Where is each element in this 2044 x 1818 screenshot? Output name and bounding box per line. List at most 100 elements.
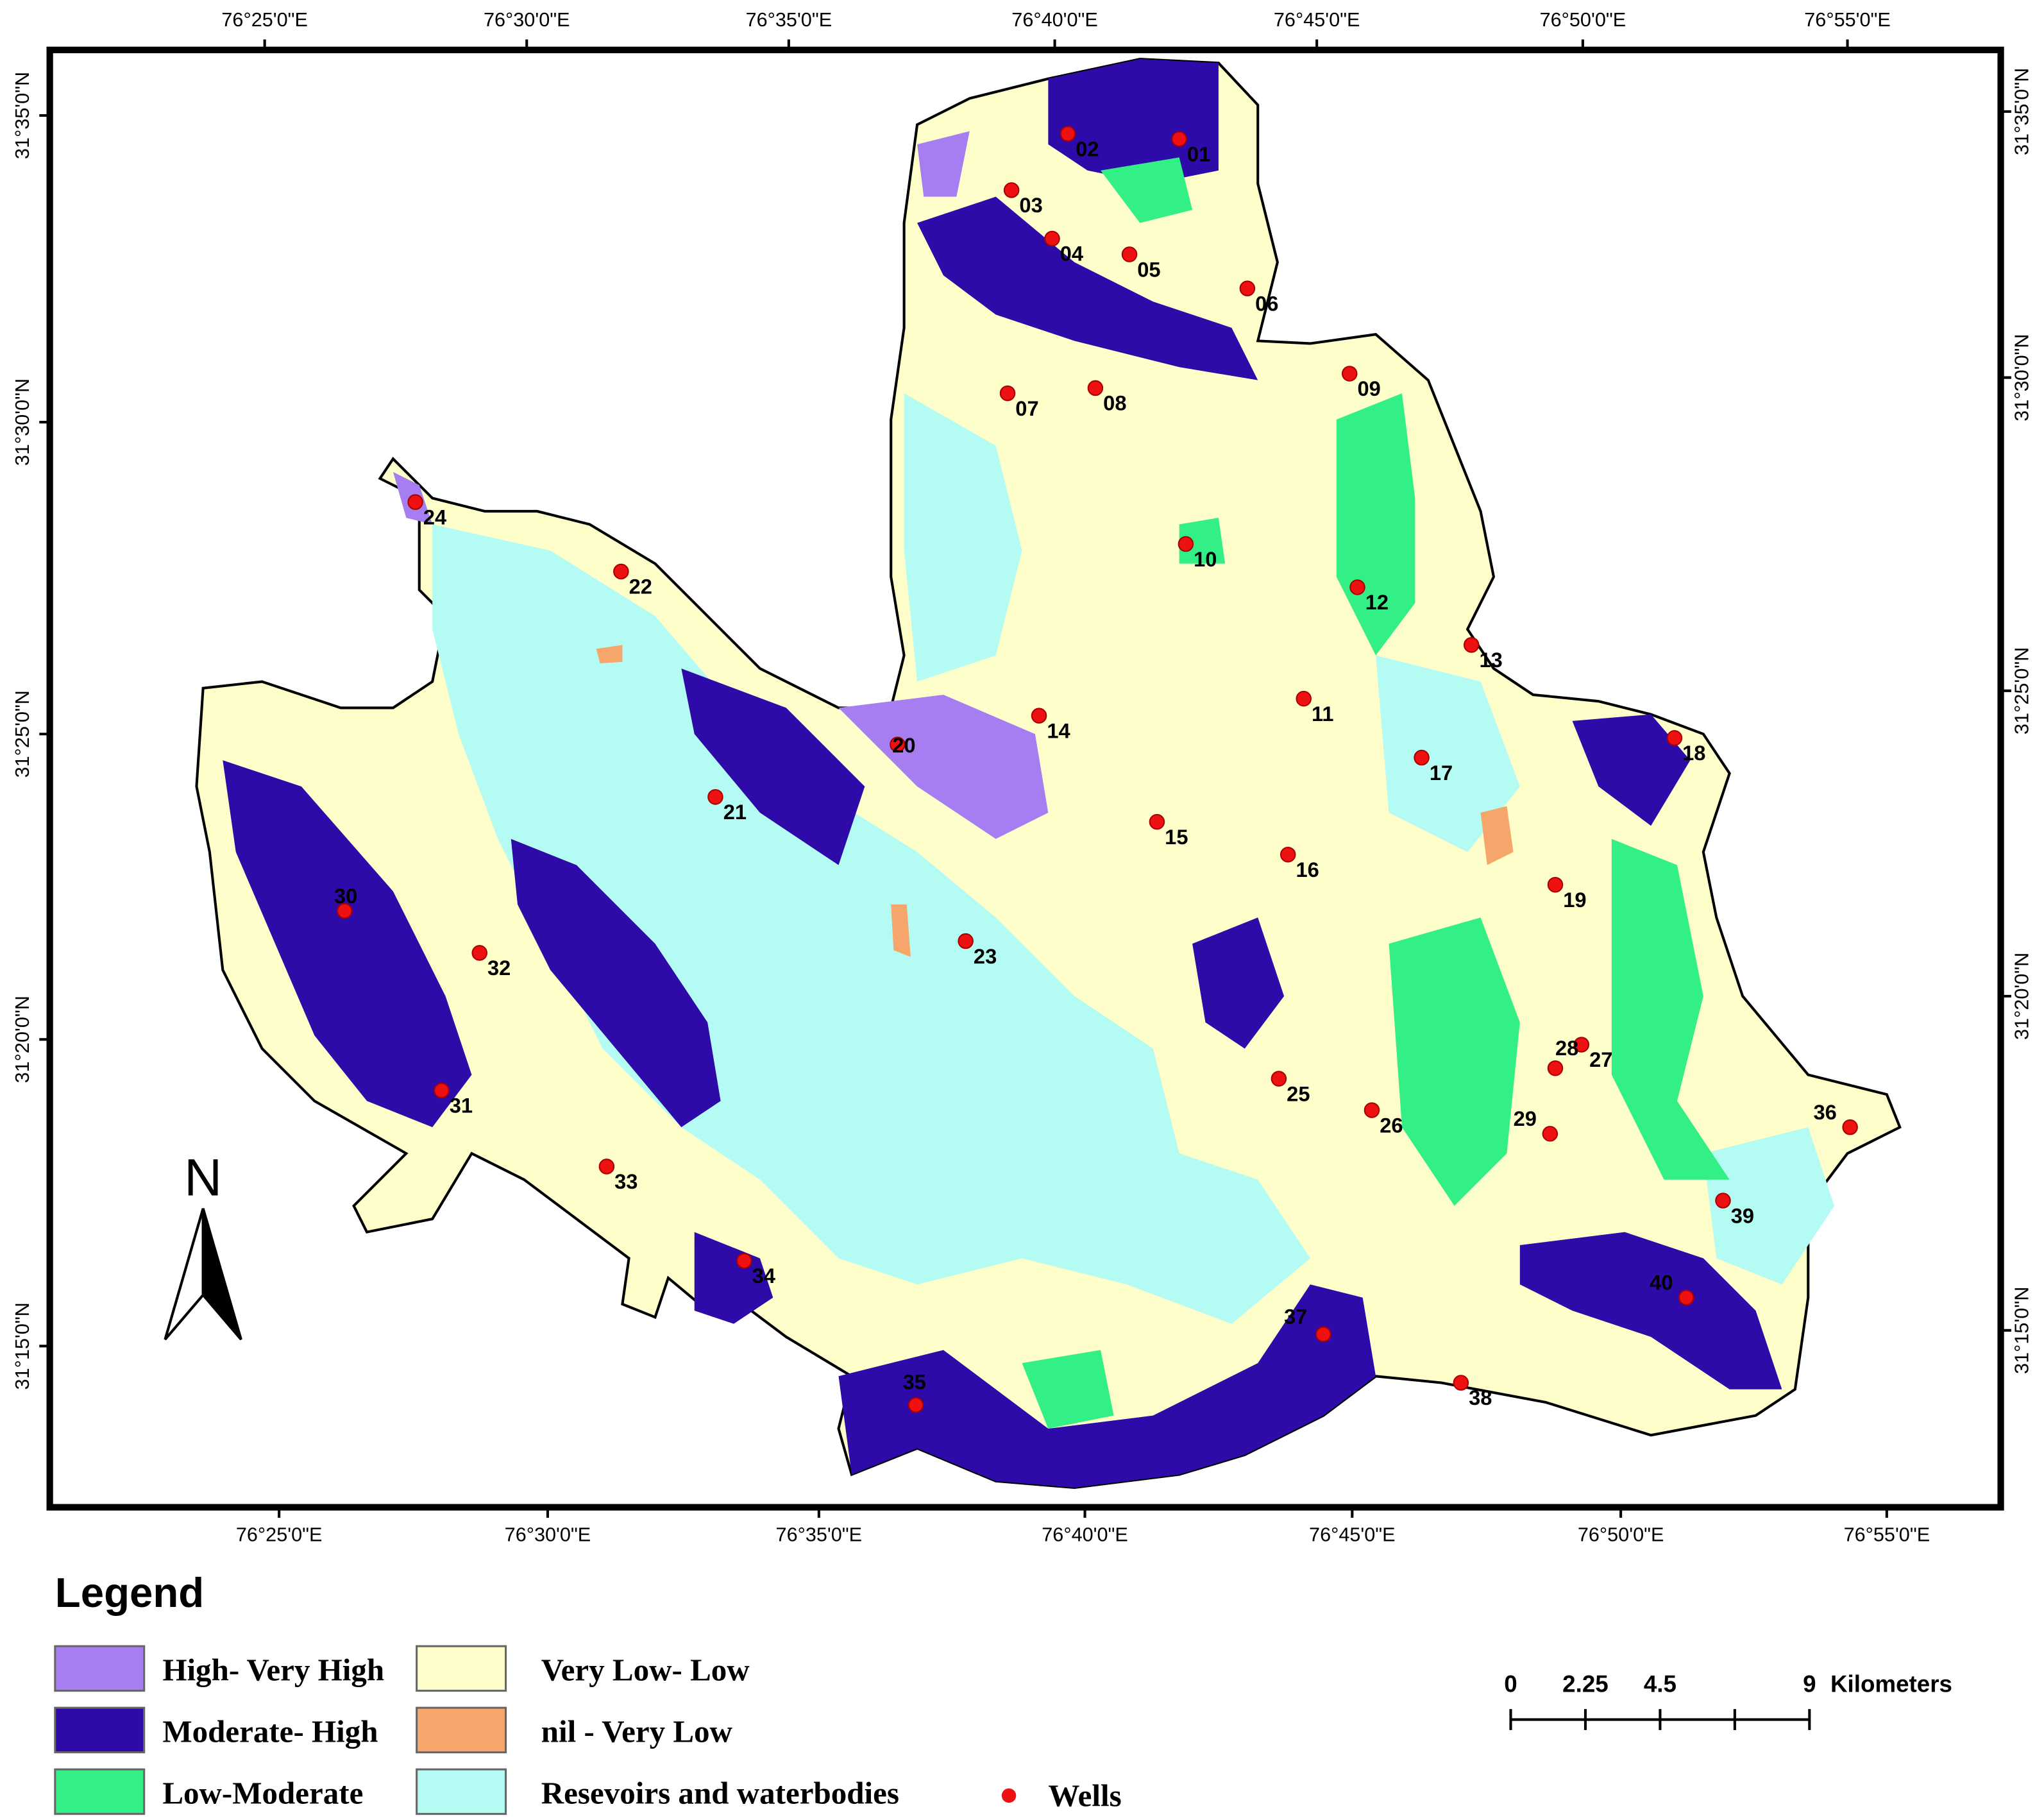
legend-swatch <box>416 1706 507 1754</box>
low-moderate-zone <box>1611 838 1730 1180</box>
well-label: 29 <box>1514 1107 1537 1130</box>
legend-label: nil - Very Low <box>541 1713 733 1749</box>
nil-very-low-zone <box>596 645 623 663</box>
well-label: 03 <box>1019 193 1042 217</box>
bottom-axis-label: 76°40'0"E <box>1042 1524 1128 1546</box>
waterbody-zone <box>904 393 1022 682</box>
well-marker <box>1547 876 1564 893</box>
well-marker <box>1453 1375 1469 1391</box>
well-marker <box>434 1082 450 1099</box>
legend-swatch <box>54 1706 146 1754</box>
well-marker <box>1573 1037 1590 1053</box>
scale-label: 9 <box>1803 1671 1816 1697</box>
legend-swatch <box>54 1768 146 1815</box>
left-axis-label: 31°30'0"N <box>12 378 33 466</box>
scale-label: 4.5 <box>1644 1671 1677 1697</box>
well-marker <box>908 1397 924 1413</box>
scale-label: 0 <box>1504 1671 1517 1697</box>
well-marker <box>1315 1326 1331 1343</box>
well-label: 10 <box>1194 547 1217 571</box>
waterbody-zone <box>1703 1127 1835 1285</box>
well-marker <box>407 494 423 510</box>
well-label: 19 <box>1563 888 1586 912</box>
well-marker <box>1678 1289 1694 1305</box>
well-marker <box>1271 1071 1287 1087</box>
legend-title: Legend <box>55 1569 204 1616</box>
legend: High- Very High Moderate- High Low-Moderat… <box>54 1645 1122 1815</box>
top-axis-label: 76°40'0"E <box>1011 9 1098 31</box>
graticule-labels: 76°25'0"E 76°30'0"E 76°35'0"E 76°40'0"E 76°4… <box>12 9 2033 1546</box>
bottom-axis-label: 76°30'0"E <box>505 1524 591 1546</box>
top-axis-label: 76°50'0"E <box>1540 9 1626 31</box>
well-label: 18 <box>1682 741 1705 765</box>
well-label: 23 <box>974 944 997 968</box>
well-label: 38 <box>1469 1386 1492 1409</box>
well-label: 01 <box>1187 142 1210 166</box>
legend-label: Moderate- High <box>162 1713 378 1749</box>
high-very-high-zone <box>917 131 970 197</box>
well-label: 21 <box>723 800 747 824</box>
well-label: 36 <box>1813 1100 1836 1124</box>
top-axis-label: 76°45'0"E <box>1274 9 1360 31</box>
well-marker <box>1414 749 1430 766</box>
well-marker <box>1463 637 1480 653</box>
well-marker <box>1715 1193 1731 1209</box>
well-marker <box>598 1159 615 1175</box>
well-label: 24 <box>423 505 446 529</box>
well-marker <box>707 789 723 805</box>
moderate-high-zone <box>681 668 865 865</box>
nil-very-low-zone <box>891 904 911 957</box>
well-label: 40 <box>1650 1270 1673 1294</box>
right-axis-label: 31°25'0"N <box>2011 647 2032 735</box>
well-marker <box>1121 246 1138 262</box>
well-marker <box>736 1253 752 1269</box>
right-axis-label: 31°30'0"N <box>2011 334 2032 421</box>
well-marker <box>1547 1060 1564 1076</box>
well-marker <box>1349 579 1365 595</box>
well-label: 09 <box>1357 377 1380 400</box>
bottom-axis-label: 76°45'0"E <box>1309 1524 1396 1546</box>
legend-label: Very Low- Low <box>541 1652 750 1687</box>
legend-label: Wells <box>1048 1778 1121 1813</box>
left-axis-label: 31°25'0"N <box>12 690 33 777</box>
right-axis-label: 31°35'0"N <box>2011 68 2032 155</box>
well-marker <box>1364 1102 1380 1118</box>
well-marker <box>1842 1119 1858 1135</box>
well-marker <box>1280 846 1296 863</box>
bottom-axis-label: 76°25'0"E <box>236 1524 323 1546</box>
scale-unit: Kilometers <box>1830 1671 1952 1697</box>
right-axis-label: 31°20'0"N <box>2011 953 2032 1040</box>
moderate-high-zone <box>838 1284 1376 1488</box>
waterbody-zone <box>1376 655 1520 853</box>
well-label: 05 <box>1137 257 1160 281</box>
low-moderate-zone <box>1101 157 1193 223</box>
legend-swatch <box>416 1768 507 1815</box>
well-marker <box>471 945 487 961</box>
moderate-high-zone <box>511 838 721 1128</box>
map-frame <box>46 46 2004 1511</box>
well-marker <box>958 933 974 949</box>
bottom-axis-label: 76°35'0"E <box>776 1524 863 1546</box>
well-marker <box>890 736 906 752</box>
well-marker <box>1296 690 1312 707</box>
moderate-high-zone <box>1572 714 1691 826</box>
well-label: 37 <box>1284 1305 1307 1329</box>
well-marker <box>1239 280 1256 296</box>
well-marker <box>1060 126 1076 142</box>
well-marker <box>999 385 1016 402</box>
moderate-high-zone <box>223 760 472 1128</box>
north-label: N <box>184 1148 222 1207</box>
well-marker <box>613 563 629 580</box>
wells: 01 02 03 04 05 06 07 08 09 10 11 12 13 14 15 16 17 18 19 20… <box>334 126 1858 1413</box>
legend-swatch <box>54 1645 146 1692</box>
well-label: 39 <box>1731 1203 1754 1227</box>
moderate-high-zone <box>1048 59 1219 184</box>
well-label: 25 <box>1287 1082 1310 1105</box>
moderate-high-zone <box>917 196 1258 380</box>
legend-label: Low-Moderate <box>162 1775 363 1810</box>
well-label: 27 <box>1589 1048 1612 1071</box>
waterbody-zone <box>432 524 1310 1324</box>
legend-swatch <box>416 1645 507 1692</box>
